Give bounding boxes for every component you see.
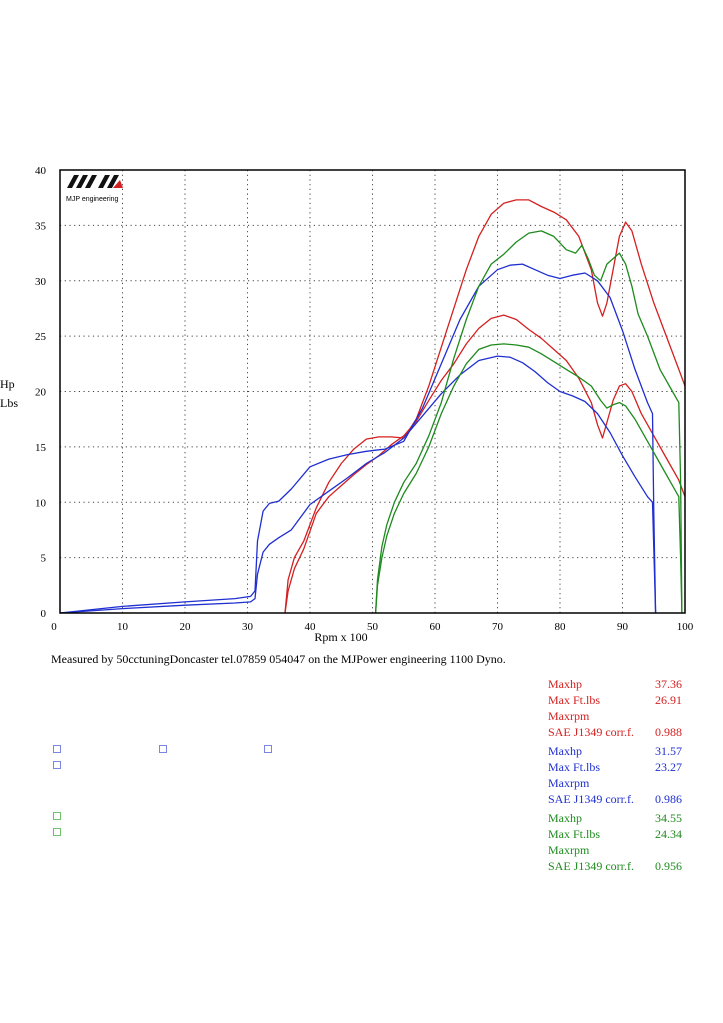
results-row: Maxrpm bbox=[548, 708, 688, 724]
result-value: 34.55 bbox=[655, 811, 682, 825]
results-group: Maxhp 34.55 Max Ft.lbs 24.34 Maxrpm SAE J1349… bbox=[548, 810, 688, 874]
y-tick-label: 35 bbox=[35, 220, 47, 232]
results-row: Maxrpm bbox=[548, 775, 688, 791]
y-tick-label: 10 bbox=[35, 497, 47, 509]
x-tick-label: 90 bbox=[617, 621, 629, 633]
logo-stripe bbox=[107, 175, 119, 188]
results-row: Max Ft.lbs 24.34 bbox=[548, 826, 688, 842]
x-tick-label: 10 bbox=[117, 621, 129, 633]
results-row: SAE J1349 corr.f. 0.986 bbox=[548, 791, 688, 807]
results-row: Maxhp 31.57 bbox=[548, 743, 688, 759]
legend-box bbox=[53, 812, 61, 820]
y-axis-label-hp: Hp bbox=[0, 377, 15, 391]
logo-red-mark bbox=[113, 180, 123, 188]
series-line-hp bbox=[284, 199, 686, 614]
results-row: Maxhp 37.36 bbox=[548, 676, 688, 692]
result-value: 37.36 bbox=[655, 677, 682, 691]
legend-box bbox=[53, 828, 61, 836]
x-tick-label: 60 bbox=[430, 621, 442, 633]
logo-stripe bbox=[98, 175, 110, 188]
chart-series bbox=[59, 199, 686, 614]
result-value: 0.956 bbox=[655, 859, 682, 873]
series-line-torque bbox=[284, 314, 686, 614]
result-label: Max Ft.lbs bbox=[548, 760, 601, 774]
y-tick-label: 20 bbox=[35, 387, 47, 399]
x-tick-label: 70 bbox=[492, 621, 504, 633]
result-label: Maxhp bbox=[548, 744, 582, 758]
results-row: SAE J1349 corr.f. 0.956 bbox=[548, 858, 688, 874]
x-tick-label: 50 bbox=[367, 621, 379, 633]
legend-box bbox=[159, 745, 167, 753]
results-row: Maxhp 34.55 bbox=[548, 810, 688, 826]
results-row: Maxrpm bbox=[548, 842, 688, 858]
result-value: 0.986 bbox=[655, 792, 682, 806]
legend-box bbox=[53, 745, 61, 753]
result-value: 23.27 bbox=[655, 760, 682, 774]
y-tick-label: 40 bbox=[35, 165, 47, 177]
result-value: 26.91 bbox=[655, 693, 682, 707]
x-tick-labels: 0 10 20 30 40 50 60 70 80 90 100 bbox=[51, 621, 694, 633]
result-label: SAE J1349 corr.f. bbox=[548, 792, 634, 806]
x-tick-label: 30 bbox=[242, 621, 254, 633]
result-label: SAE J1349 corr.f. bbox=[548, 725, 634, 739]
x-tick-label: 40 bbox=[305, 621, 317, 633]
result-label: Maxrpm bbox=[548, 843, 590, 857]
result-label: Maxhp bbox=[548, 811, 582, 825]
y-tick-label: 25 bbox=[35, 331, 47, 343]
result-label: Max Ft.lbs bbox=[548, 693, 601, 707]
legend-box bbox=[264, 745, 272, 753]
logo-stripe bbox=[76, 175, 88, 188]
results-group: Maxhp 31.57 Max Ft.lbs 23.27 Maxrpm SAE J1349… bbox=[548, 743, 688, 807]
chart-grid bbox=[60, 170, 685, 613]
x-tick-label: 100 bbox=[677, 621, 694, 633]
y-tick-label: 0 bbox=[41, 608, 47, 620]
x-tick-label: 80 bbox=[555, 621, 567, 633]
results-row: Max Ft.lbs 26.91 bbox=[548, 692, 688, 708]
series-line-torque bbox=[59, 355, 657, 614]
y-tick-label: 30 bbox=[35, 276, 47, 288]
logo-stripe bbox=[67, 175, 79, 188]
x-tick-label: 0 bbox=[51, 621, 57, 633]
y-axis-label-lbs: Lbs bbox=[0, 396, 18, 410]
result-label: SAE J1349 corr.f. bbox=[548, 859, 634, 873]
measured-by-note: Measured by 50cctuningDoncaster tel.0785… bbox=[51, 652, 506, 666]
legend-box bbox=[53, 761, 61, 769]
result-label: Maxrpm bbox=[548, 709, 590, 723]
logo-stripe bbox=[85, 175, 97, 188]
result-value: 0.988 bbox=[655, 725, 682, 739]
result-label: Maxrpm bbox=[548, 776, 590, 790]
result-label: Maxhp bbox=[548, 677, 582, 691]
series-line-hp bbox=[374, 230, 683, 614]
result-value: 24.34 bbox=[655, 827, 682, 841]
result-value: 31.57 bbox=[655, 744, 682, 758]
results-group: Maxhp 37.36 Max Ft.lbs 26.91 Maxrpm SAE J1349… bbox=[548, 676, 688, 740]
results-row: SAE J1349 corr.f. 0.988 bbox=[548, 724, 688, 740]
plot-frame bbox=[59, 169, 686, 614]
x-tick-label: 20 bbox=[180, 621, 192, 633]
series-line-torque bbox=[374, 343, 683, 614]
x-axis-label: Rpm x 100 bbox=[314, 630, 367, 644]
results-row: Max Ft.lbs 23.27 bbox=[548, 759, 688, 775]
y-tick-labels: 0 5 10 15 20 25 30 35 40 bbox=[35, 165, 47, 620]
y-tick-label: 5 bbox=[41, 553, 47, 565]
logo-text: MJP engineering bbox=[66, 196, 119, 203]
y-tick-label: 15 bbox=[35, 442, 47, 454]
series-line-hp bbox=[59, 263, 657, 614]
mjp-logo: MJP engineering bbox=[66, 175, 123, 203]
result-label: Max Ft.lbs bbox=[548, 827, 601, 841]
